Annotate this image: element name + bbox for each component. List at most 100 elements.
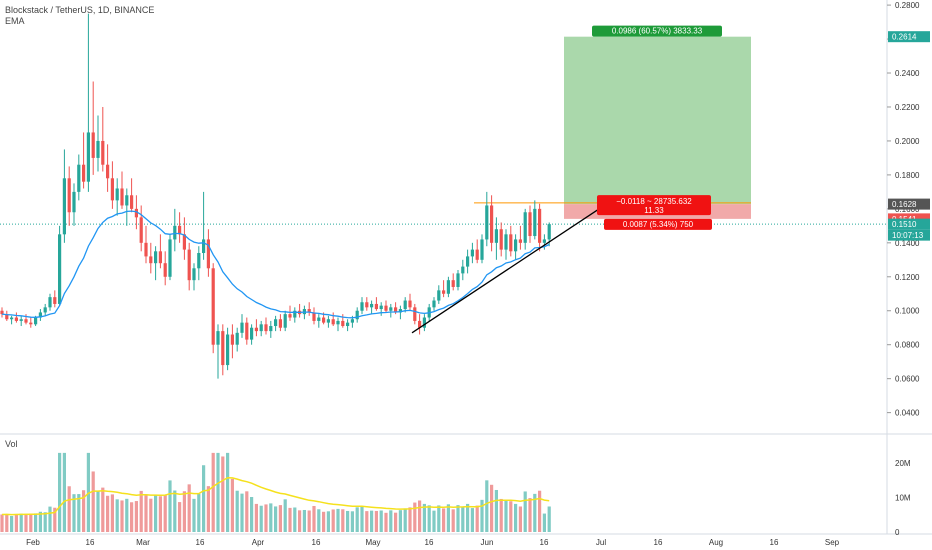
price-tag-label: 0.1510 [892, 220, 917, 229]
candle-body [72, 191, 76, 213]
volume-bar [403, 508, 407, 532]
candle-body [187, 249, 191, 281]
candle-body [91, 132, 95, 158]
volume-bar [341, 509, 345, 532]
candle-body [360, 302, 364, 311]
candle-body [278, 319, 282, 328]
candle-body [485, 205, 489, 240]
candle-body [456, 273, 460, 287]
support-trendline [411, 205, 604, 334]
candle-body [346, 322, 350, 327]
volume-bar [509, 501, 513, 532]
candle-body [394, 307, 398, 313]
volume-bar [206, 486, 210, 532]
candle-body [341, 320, 345, 327]
candle-body [288, 314, 292, 318]
volume-bar [106, 495, 110, 532]
y-tick-label: 0.1200 [895, 273, 920, 282]
candle-body [110, 178, 114, 201]
candle-body [173, 225, 177, 240]
candle-body [283, 314, 287, 328]
volume-bar [523, 491, 527, 532]
price-tag-box [888, 31, 930, 43]
volume-bar [120, 500, 124, 532]
target-label: 0.0986 (60.57%) 3833.33 [612, 27, 703, 36]
candle-body [106, 164, 110, 179]
target-label-box [592, 25, 722, 37]
volume-bar [163, 494, 167, 532]
volume-bar [82, 490, 86, 532]
volume-bar [499, 498, 503, 532]
volume-bar [245, 491, 249, 532]
y-tick-label: 0.1000 [895, 307, 920, 316]
volume-bar [490, 484, 494, 532]
volume-bar [370, 510, 374, 532]
x-tick-label: Sep [825, 538, 840, 547]
candle-body [389, 307, 393, 311]
candle-body [82, 164, 86, 182]
y-tick-label: 0.0600 [895, 375, 920, 384]
volume-bar [384, 512, 388, 532]
volume-bar [312, 505, 316, 532]
volume-bar [168, 480, 172, 532]
volume-bar [29, 513, 33, 532]
volume-bar [240, 493, 244, 532]
volume-bar [451, 509, 455, 532]
candle-body [322, 317, 326, 323]
volume-bar [283, 499, 287, 532]
candle-body [29, 322, 33, 325]
volume-bar [336, 508, 340, 532]
volume-bar [494, 489, 498, 532]
ema-indicator-label[interactable]: EMA [5, 16, 25, 26]
y-tick-label: 0.1400 [895, 239, 920, 248]
volume-bar [38, 511, 42, 532]
candle-body [408, 300, 412, 308]
volume-bar [504, 499, 508, 532]
candle-body [442, 290, 446, 294]
candle-body [197, 253, 201, 269]
candle-body [542, 239, 546, 243]
candle-body [158, 251, 162, 264]
open-pnl-sublabel: 11.33 [644, 206, 664, 215]
candle-body [216, 331, 220, 345]
volume-bar [144, 494, 148, 532]
volume-bar [379, 510, 383, 532]
candle-body [336, 320, 340, 325]
candle-body [365, 302, 369, 308]
x-tick-label: 16 [654, 538, 663, 547]
ema-line [1, 210, 550, 319]
y-tick-label: 0.0400 [895, 409, 920, 418]
volume-bar [91, 471, 95, 532]
volume-bar [48, 506, 52, 532]
candle-body [523, 212, 527, 243]
candle-body [182, 234, 186, 250]
candle-body [202, 239, 206, 254]
candle-body [120, 188, 124, 206]
candle-body [312, 312, 316, 321]
volume-bar [360, 506, 364, 532]
candle-body [154, 251, 158, 264]
volume-bar [72, 494, 76, 532]
stop-label-box [604, 218, 712, 230]
candle-body [0, 310, 4, 315]
volume-bar [77, 494, 81, 532]
y-tick-label: 0.0800 [895, 341, 920, 350]
candle-body [211, 268, 215, 345]
volume-bar [326, 511, 330, 532]
volume-bar [408, 507, 412, 532]
x-tick-label: 16 [312, 538, 321, 547]
volume-bar [394, 512, 398, 532]
volume-bar [53, 507, 57, 532]
volume-bar [437, 505, 441, 532]
volume-bar [398, 510, 402, 532]
candle-body [317, 317, 321, 321]
volume-bar [254, 503, 258, 532]
volume-bar [374, 510, 378, 532]
candle-body [149, 256, 153, 264]
candle-body [144, 242, 148, 257]
candle-body [38, 312, 42, 318]
candle-body [139, 217, 143, 243]
candle-body [446, 280, 450, 294]
volume-bar [470, 508, 474, 532]
